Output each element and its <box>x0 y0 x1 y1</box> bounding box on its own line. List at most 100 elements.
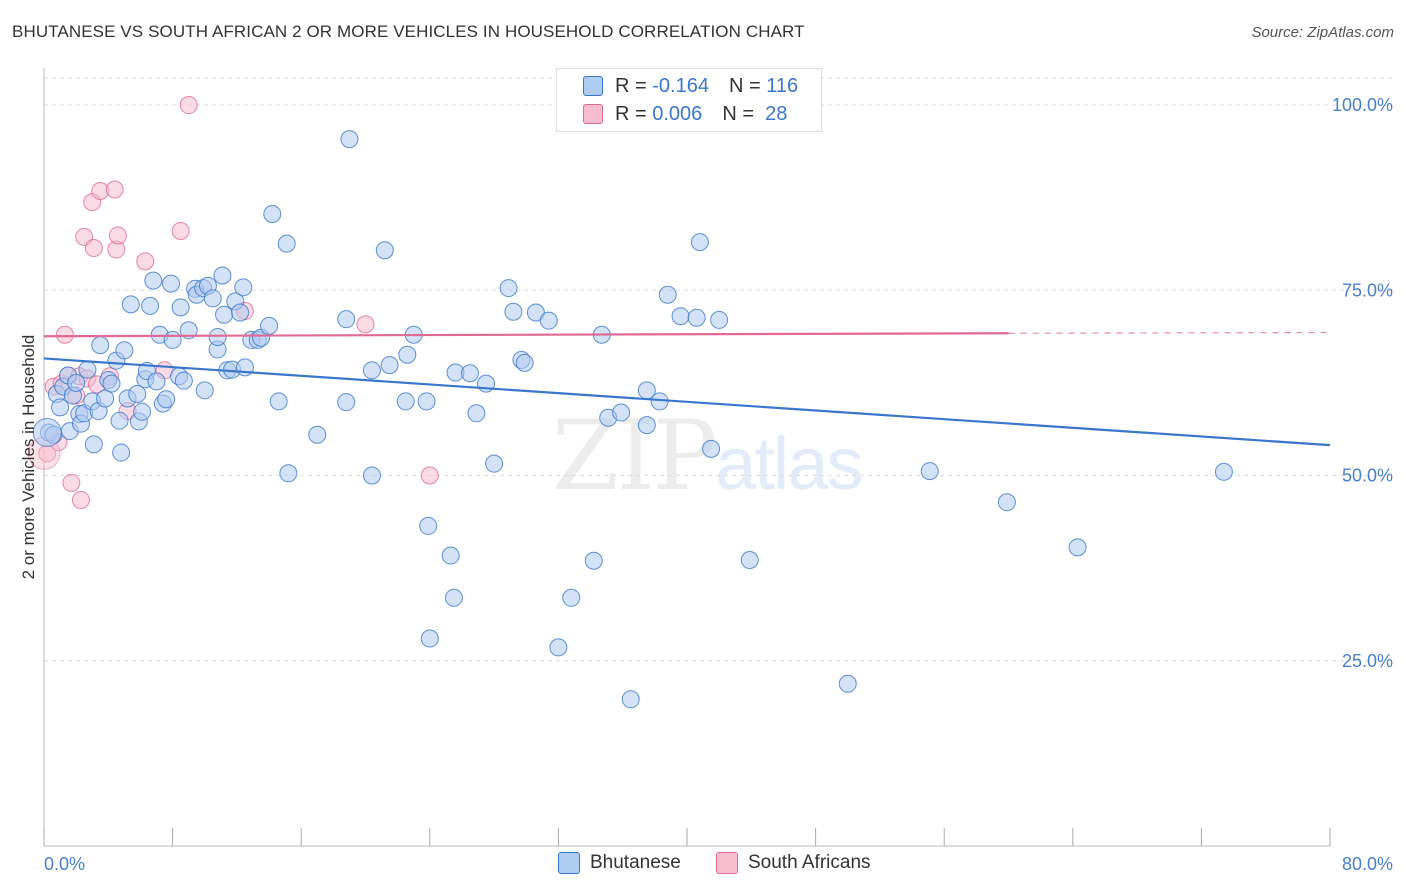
legend-row-south-africans: R = 0.006 N = 28 <box>583 101 787 127</box>
bottom-legend-label: South Africans <box>748 852 871 873</box>
bhutanese-point <box>417 392 436 411</box>
legend-n-value: 28 <box>765 102 788 125</box>
bhutanese-point <box>515 353 534 372</box>
trend-lines <box>43 331 1331 447</box>
bhutanese-point <box>362 466 381 485</box>
bhutanese-point <box>499 279 518 298</box>
bhutanese-point <box>340 130 359 149</box>
bottom-legend-label: Bhutanese <box>590 852 681 873</box>
bhutanese-point <box>444 588 463 607</box>
watermark-zip: ZIP <box>552 400 717 512</box>
bhutanese-point <box>234 278 253 297</box>
stats-legend: R = -0.164 N = 116 R = 0.006 N = 28 <box>556 68 822 132</box>
south-africans-point <box>84 239 103 258</box>
bhutanese-point <box>485 454 504 473</box>
bhutanese-point <box>174 371 193 390</box>
south-africans-point <box>171 222 190 241</box>
south-africans-point <box>136 252 155 271</box>
south-africans-trendline-extension <box>1008 331 1331 334</box>
bhutanese-point <box>133 402 152 421</box>
watermark-atlas: atlas <box>715 422 863 505</box>
bhutanese-point <box>362 361 381 380</box>
bhutanese-point <box>179 321 198 340</box>
south-africans-point <box>108 226 127 245</box>
bhutanese-point <box>838 674 857 693</box>
watermark: ZIPatlas <box>552 400 864 512</box>
y-tick-label: 75.0% <box>1342 280 1393 300</box>
y-tick-label: 50.0% <box>1342 466 1393 486</box>
legend-swatch-bhutanese <box>583 76 603 96</box>
bhutanese-point <box>260 316 279 335</box>
bhutanese-point <box>1214 462 1233 481</box>
bhutanese-point <box>163 330 182 349</box>
bhutanese-point <box>96 389 115 408</box>
bhutanese-point <box>308 425 327 444</box>
bottom-legend-swatch-south-africans <box>716 852 738 874</box>
bhutanese-point <box>32 418 62 448</box>
bhutanese-point <box>997 493 1016 512</box>
south-africans-trendline <box>43 332 1009 338</box>
bhutanese-point <box>112 443 131 462</box>
bhutanese-point <box>420 629 439 648</box>
legend-r-label: R = <box>615 74 647 97</box>
bhutanese-point <box>702 439 721 458</box>
axes <box>43 68 1331 847</box>
bottom-legend-south-africans[interactable]: South Africans <box>716 852 871 874</box>
bhutanese-point <box>147 372 166 391</box>
bhutanese-point <box>671 307 690 326</box>
bhutanese-trendline <box>43 357 1331 447</box>
bhutanese-point <box>539 311 558 330</box>
bhutanese-point <box>263 204 282 223</box>
bhutanese-point <box>208 327 227 346</box>
legend-r-value: -0.164 <box>652 74 709 97</box>
bhutanese-point <box>612 403 631 422</box>
south-africans-point <box>179 96 198 115</box>
y-tick-label: 25.0% <box>1342 651 1393 671</box>
bhutanese-point <box>171 298 190 317</box>
bhutanese-point <box>740 550 759 569</box>
chart-title: BHUTANESE VS SOUTH AFRICAN 2 OR MORE VEH… <box>12 22 805 41</box>
bhutanese-point <box>337 310 356 329</box>
legend-n-value: 116 <box>766 74 799 97</box>
bhutanese-point <box>460 364 479 383</box>
legend-r-label: R = <box>615 102 647 125</box>
bhutanese-point <box>396 392 415 411</box>
bhutanese-point <box>195 381 214 400</box>
bhutanese-point <box>562 588 581 607</box>
legend-row-bhutanese: R = -0.164 N = 116 <box>583 73 798 99</box>
y-tick-label: 100.0% <box>1332 95 1393 115</box>
bhutanese-point <box>84 435 103 454</box>
bhutanese-point <box>658 285 677 304</box>
south-africans-point <box>356 315 375 334</box>
bhutanese-point <box>637 416 656 435</box>
bhutanese-point <box>141 296 160 315</box>
bhutanese-point <box>157 390 176 409</box>
bottom-legend-bhutanese[interactable]: Bhutanese <box>558 852 681 874</box>
bhutanese-point <box>277 234 296 253</box>
bhutanese-point <box>549 638 568 657</box>
x-tick-label: 0.0% <box>44 854 85 874</box>
bhutanese-point <box>710 310 729 329</box>
bhutanese-point <box>161 274 180 293</box>
axis-labels: 25.0% 50.0% 75.0% 100.0% 0.0% 80.0% 2 or more … <box>19 95 1393 874</box>
bhutanese-point <box>398 345 417 364</box>
source-label: Source: ZipAtlas.com <box>1251 24 1394 41</box>
bhutanese-point <box>1068 538 1087 557</box>
south-africans-point <box>62 473 81 492</box>
bhutanese-point <box>213 266 232 285</box>
bhutanese-point <box>467 404 486 423</box>
legend-n-label: N = <box>722 102 754 125</box>
bhutanese-point <box>144 271 163 290</box>
bhutanese-point <box>690 233 709 252</box>
legend-swatch-south-africans <box>583 104 603 124</box>
bhutanese-point <box>128 385 147 404</box>
bhutanese-point <box>419 516 438 535</box>
bhutanese-point <box>380 356 399 375</box>
bhutanese-point <box>231 303 250 322</box>
bhutanese-point <box>504 302 523 321</box>
bhutanese-point <box>102 374 121 393</box>
legend-r-value: 0.006 <box>652 102 703 125</box>
bhutanese-point <box>215 305 234 324</box>
bhutanese-point <box>67 373 86 392</box>
